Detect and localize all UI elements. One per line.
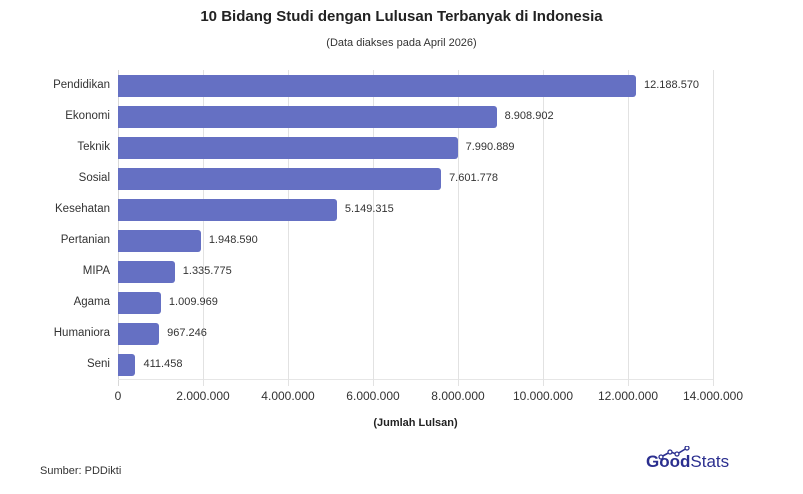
x-tick-label: 6.000.000 xyxy=(346,389,400,403)
value-label: 7.601.778 xyxy=(449,172,498,184)
bar[interactable] xyxy=(118,292,161,314)
gridline xyxy=(713,70,714,386)
value-label: 1.948.590 xyxy=(208,234,258,246)
gridline xyxy=(458,70,459,386)
source-note: Sumber: PDDikti xyxy=(40,465,122,477)
value-label: 5.149.315 xyxy=(344,203,394,215)
bar[interactable] xyxy=(118,230,201,252)
value-label: 12.188.570 xyxy=(644,79,700,91)
gridline xyxy=(373,70,374,386)
trend-line-icon xyxy=(658,446,690,460)
category-label: Humaniora xyxy=(53,327,110,339)
x-tick-label: 8.000.000 xyxy=(431,389,485,403)
x-tick-label: 2.000.000 xyxy=(176,389,230,403)
logo-stats: Stats xyxy=(690,452,730,471)
gridline xyxy=(543,70,544,386)
category-label: Ekonomi xyxy=(65,110,110,122)
value-label: 7.990.889 xyxy=(465,141,515,153)
category-label: Agama xyxy=(73,296,110,308)
plot-area xyxy=(118,70,714,386)
category-label: Pertanian xyxy=(60,234,110,246)
x-tick-label: 4.000.000 xyxy=(261,389,315,403)
value-label: 1.009.969 xyxy=(168,296,218,308)
x-axis-line xyxy=(118,379,713,380)
category-label: Kesehatan xyxy=(55,203,110,215)
x-tick-label: 12.000.000 xyxy=(597,389,659,403)
x-tick-label: 14.000.000 xyxy=(682,389,744,403)
bar[interactable] xyxy=(118,106,497,128)
gridline xyxy=(628,70,629,386)
value-label: 8.908.902 xyxy=(504,110,554,122)
gridline xyxy=(203,70,204,386)
chart-title: 10 Bidang Studi dengan Lulusan Terbanyak… xyxy=(200,8,603,25)
bar[interactable] xyxy=(118,75,636,97)
bar[interactable] xyxy=(118,323,160,345)
bar[interactable] xyxy=(118,354,136,376)
goodstats-logo: GoodStats xyxy=(646,446,730,472)
y-axis-line xyxy=(118,70,119,386)
x-tick-label: 10.000.000 xyxy=(512,389,574,403)
gridline xyxy=(288,70,289,386)
bar[interactable] xyxy=(118,168,442,190)
chart-subtitle: (Data diakses pada April 2026) xyxy=(326,37,477,49)
category-label: Pendidikan xyxy=(53,79,110,91)
bar[interactable] xyxy=(118,261,175,283)
category-label: MIPA xyxy=(82,265,110,277)
category-label: Sosial xyxy=(78,172,110,184)
category-label: Seni xyxy=(86,358,110,370)
bar[interactable] xyxy=(118,137,458,159)
value-label: 967.246 xyxy=(167,327,207,339)
value-label: 1.335.775 xyxy=(182,265,232,277)
bar[interactable] xyxy=(118,199,337,221)
value-label: 411.458 xyxy=(143,358,183,370)
category-label: Teknik xyxy=(77,141,110,153)
x-tick-label: 0 xyxy=(114,389,122,403)
x-axis-label: (Jumlah Lulsan) xyxy=(373,417,458,429)
logo-good: Good xyxy=(646,452,691,471)
